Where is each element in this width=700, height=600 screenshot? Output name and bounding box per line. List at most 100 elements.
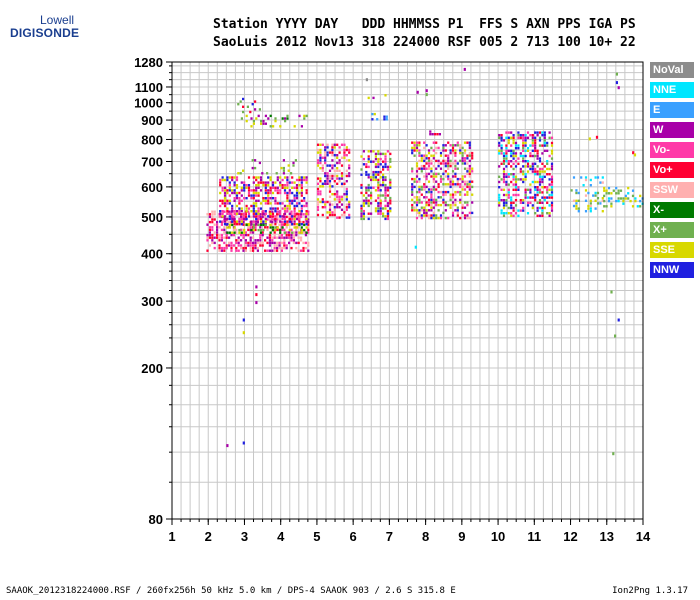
data-point bbox=[267, 199, 270, 202]
data-point bbox=[348, 148, 351, 152]
data-point bbox=[595, 135, 599, 139]
data-point bbox=[435, 216, 438, 220]
data-point bbox=[252, 210, 255, 213]
data-point bbox=[367, 194, 370, 197]
data-point bbox=[240, 239, 243, 242]
data-point bbox=[374, 157, 377, 161]
data-point bbox=[268, 241, 271, 245]
data-point bbox=[420, 157, 423, 160]
data-point bbox=[517, 162, 520, 165]
legend-item-noval: NoVal bbox=[650, 62, 694, 78]
data-point bbox=[360, 155, 363, 158]
data-point bbox=[292, 161, 295, 165]
data-point bbox=[333, 143, 336, 146]
data-point bbox=[605, 189, 608, 192]
data-point bbox=[541, 178, 544, 181]
data-point bbox=[435, 167, 438, 170]
data-point bbox=[459, 201, 462, 204]
data-point bbox=[249, 249, 252, 252]
data-point bbox=[411, 167, 414, 170]
data-point bbox=[221, 210, 224, 213]
data-point bbox=[223, 231, 226, 234]
data-point bbox=[271, 197, 275, 200]
data-point bbox=[290, 210, 293, 213]
data-point bbox=[510, 149, 513, 152]
data-point bbox=[498, 136, 501, 139]
data-point bbox=[437, 172, 440, 176]
data-point bbox=[430, 190, 433, 194]
data-point bbox=[328, 185, 332, 188]
data-point bbox=[519, 134, 522, 137]
data-point bbox=[374, 170, 377, 174]
data-point bbox=[276, 241, 279, 245]
data-point bbox=[386, 168, 389, 171]
data-point bbox=[415, 216, 419, 220]
data-point bbox=[242, 215, 245, 219]
data-point bbox=[278, 236, 281, 239]
data-point bbox=[252, 249, 255, 252]
data-point bbox=[360, 168, 363, 171]
data-point bbox=[336, 190, 339, 193]
data-point bbox=[235, 239, 238, 242]
data-point bbox=[300, 223, 303, 226]
data-point bbox=[276, 246, 279, 250]
data-point bbox=[538, 170, 542, 173]
data-point bbox=[382, 215, 385, 218]
data-point bbox=[208, 220, 211, 224]
data-point bbox=[434, 133, 437, 136]
data-point bbox=[507, 131, 510, 134]
data-point bbox=[328, 151, 332, 154]
data-point bbox=[276, 189, 279, 192]
data-point bbox=[418, 144, 421, 147]
data-point bbox=[259, 215, 262, 219]
data-point bbox=[281, 226, 284, 229]
data-point bbox=[430, 170, 433, 173]
data-point bbox=[634, 197, 637, 200]
data-point bbox=[386, 165, 389, 169]
data-point bbox=[276, 220, 279, 224]
data-point bbox=[454, 198, 457, 202]
data-point bbox=[512, 175, 515, 178]
data-point bbox=[430, 175, 433, 178]
y-tick-label: 700 bbox=[141, 154, 163, 169]
data-point bbox=[418, 214, 421, 217]
data-point bbox=[507, 183, 510, 186]
data-point bbox=[444, 162, 447, 165]
data-point bbox=[418, 151, 421, 155]
data-point bbox=[274, 199, 277, 202]
data-point bbox=[262, 223, 265, 227]
data-point bbox=[300, 215, 303, 219]
data-point bbox=[255, 199, 258, 202]
data-point bbox=[550, 191, 554, 194]
data-point bbox=[548, 154, 551, 158]
data-point bbox=[531, 144, 534, 147]
data-point bbox=[463, 216, 467, 220]
data-point bbox=[293, 194, 296, 197]
data-point bbox=[382, 212, 385, 215]
data-point bbox=[550, 144, 554, 147]
data-point bbox=[584, 210, 588, 213]
data-point bbox=[384, 189, 387, 192]
data-point bbox=[435, 188, 438, 191]
data-point bbox=[266, 241, 269, 245]
data-point bbox=[225, 244, 228, 247]
data-point bbox=[386, 202, 389, 205]
data-point bbox=[502, 201, 506, 204]
data-point bbox=[454, 203, 457, 207]
data-point bbox=[261, 241, 264, 245]
data-point bbox=[360, 215, 363, 218]
data-point bbox=[295, 231, 298, 234]
data-point bbox=[575, 199, 578, 202]
data-point bbox=[502, 154, 506, 158]
data-point bbox=[420, 216, 423, 220]
data-point bbox=[423, 214, 426, 217]
data-point bbox=[223, 223, 227, 226]
data-point bbox=[500, 209, 503, 212]
data-point bbox=[451, 162, 455, 165]
data-point bbox=[379, 189, 382, 192]
data-point bbox=[572, 199, 576, 202]
data-point bbox=[461, 180, 464, 183]
data-point bbox=[326, 182, 329, 185]
data-point bbox=[449, 185, 452, 189]
data-point bbox=[326, 164, 329, 167]
